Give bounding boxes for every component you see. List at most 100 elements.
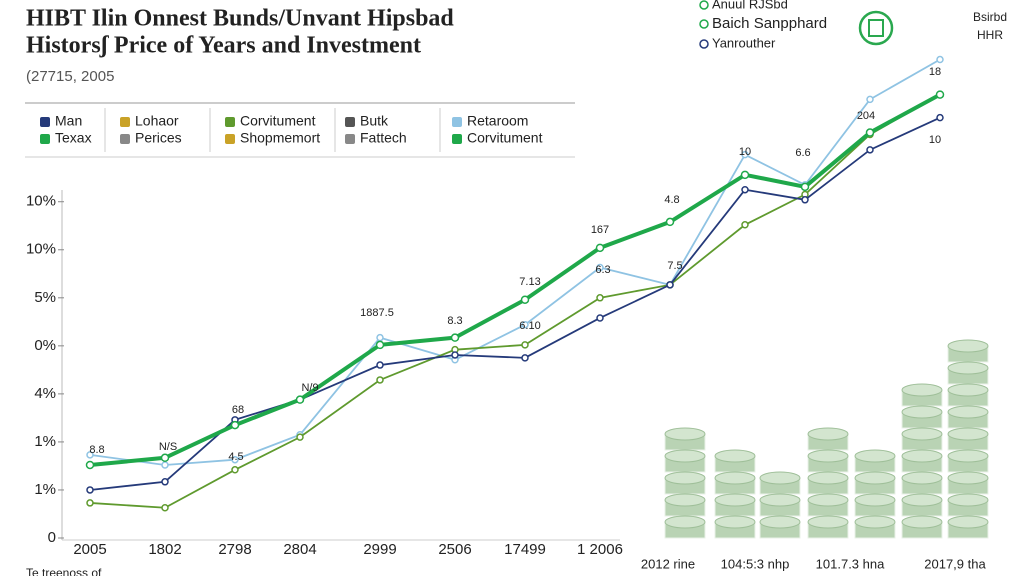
coin-top [759,515,801,529]
data-point [936,55,944,64]
coin-top [947,361,989,375]
data-point [520,295,530,304]
legend-label: Texax [55,130,92,146]
data-point [866,146,874,154]
y-tick-label: 1% [34,433,56,450]
coin-label: 2017,9 tha [924,556,986,571]
coin-top [901,471,943,485]
data-point [521,320,529,329]
data-point [740,170,750,180]
coin-top [947,405,989,419]
data-point [161,461,169,469]
legend-label: Yanrouther [712,35,776,50]
coin-top [664,515,706,529]
coin-top [901,515,943,529]
coin-top [714,493,756,507]
y-tick-label: 1% [34,481,56,498]
legend-swatch [40,134,50,144]
logo [858,10,894,46]
x-tick-label: 1 2006 [577,541,623,558]
x-tick-label: 2005 [73,541,106,558]
annotation: 204 [857,110,875,122]
data-point [86,486,94,494]
data-point [296,433,304,441]
legend-swatch [120,134,130,144]
coin-top [714,449,756,463]
data-point [231,455,239,464]
x-tick-label: 2804 [283,541,316,558]
legend-label: Shopmemort [240,130,320,146]
data-point [665,217,675,227]
y-tick-label: 10% [26,193,56,210]
data-point [376,376,384,384]
coin-top [901,383,943,397]
annotation: 8.3 [447,315,462,327]
legend-swatch [452,117,462,127]
data-point [231,466,239,474]
y-tick-label: 4% [34,385,56,402]
coin-top [664,427,706,441]
data-point [295,395,305,404]
coin-top [807,493,849,507]
x-tick-label: 1802 [148,541,181,558]
annotation: 8.8 [89,444,104,456]
data-point [451,351,459,359]
legend-label: Fattech [360,130,407,146]
annotation: N/S [159,441,177,453]
coin-top [854,449,896,463]
legend-label: Corvitument [467,130,543,146]
annotation: 10 [929,134,941,146]
data-point [376,333,384,342]
legend-swatch [225,117,235,127]
coin-top [714,515,756,529]
x-tick-label: 2999 [363,541,396,558]
legend-swatch [345,117,355,127]
data-point [161,478,169,486]
legend-marker [699,0,709,10]
data-point [161,503,169,512]
coin-top [807,427,849,441]
data-point [230,420,240,430]
coin-top [947,493,989,507]
data-point [666,281,674,289]
coin-top [947,383,989,397]
legend-swatch [120,117,130,127]
chart-subtitle: Historsʃ Price of Years and Investment [26,33,421,59]
date-note: (27715, 2005 [26,68,114,85]
coin-top [947,427,989,441]
legend-swatch [345,134,355,144]
coin-label: 104:5:3 nhp [721,556,790,571]
y-tick-label: 10% [26,241,56,258]
annotation: 7.13 [519,276,540,288]
coin-top [759,493,801,507]
annotation: 4.8 [664,194,679,206]
coin-top [901,405,943,419]
data-point [85,460,95,470]
legend-label: Butk [360,113,389,129]
annotation: 68 [232,404,244,416]
data-point [866,95,874,104]
data-point [935,90,945,99]
data-point [86,451,94,459]
y-tick-label: 0% [34,337,56,354]
footnote: Te treenoss of [26,566,102,576]
coin-top [947,339,989,353]
legend-swatch [225,134,235,144]
corner-text: HHR [977,28,1003,42]
y-tick-label: 5% [34,289,56,306]
coin-top [714,471,756,485]
annotation: N/9 [301,382,318,394]
coin-top [854,471,896,485]
legend-label: Corvitument [240,113,316,129]
coin-top [947,449,989,463]
annotation: 18 [929,66,941,78]
x-tick-label: 2506 [438,541,471,558]
annotation: 6.3 [595,264,610,276]
data-point [800,182,810,192]
annotation: 167 [591,224,609,236]
logo [868,19,884,37]
coin-top [901,493,943,507]
x-tick-label: 2798 [218,541,251,558]
coin-top [759,471,801,485]
legend-marker [699,19,709,29]
